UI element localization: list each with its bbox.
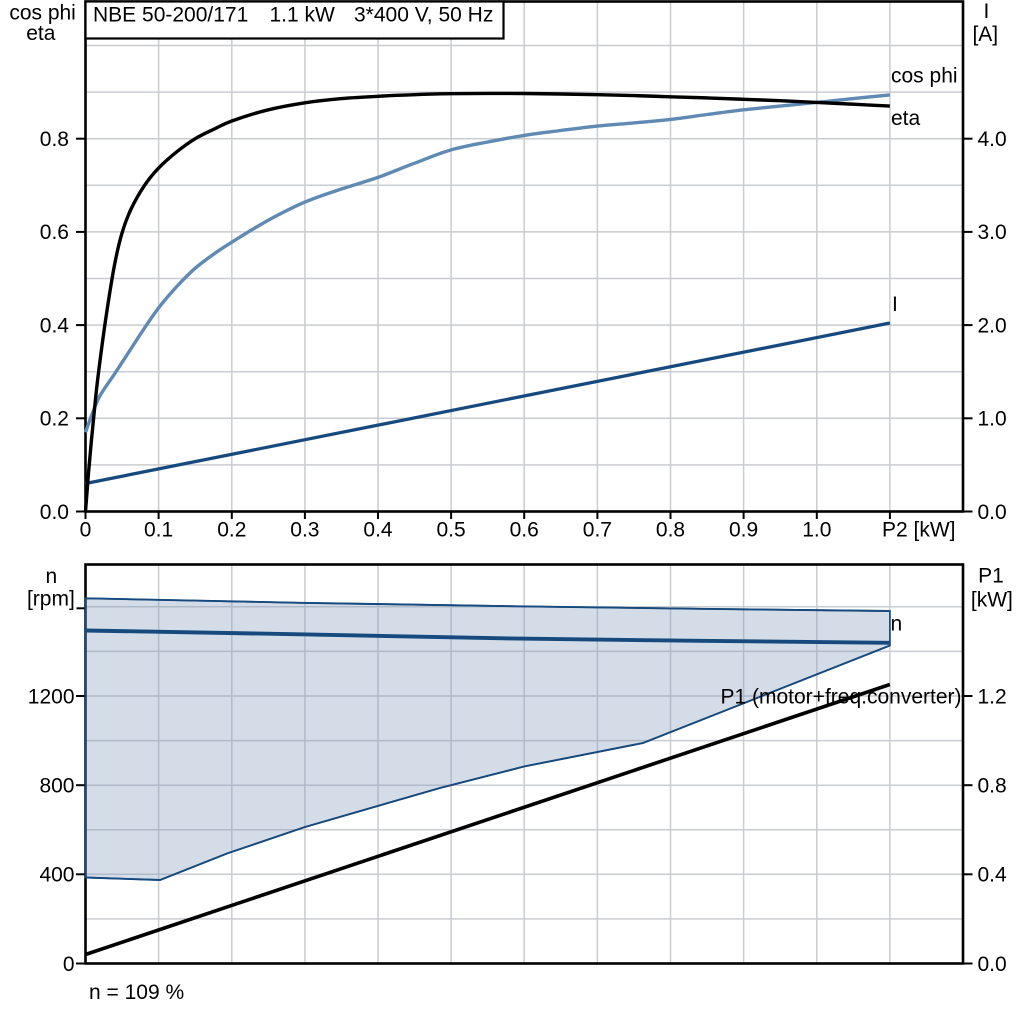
svg-text:1200: 1200 <box>28 685 75 708</box>
svg-text:cos phi: cos phi <box>9 2 76 25</box>
svg-text:cos phi: cos phi <box>891 64 958 87</box>
svg-text:P1: P1 <box>978 565 1004 588</box>
svg-text:n: n <box>45 565 57 588</box>
svg-text:0: 0 <box>80 519 92 542</box>
svg-text:[kW]: [kW] <box>971 589 1013 612</box>
svg-text:eta: eta <box>26 22 56 45</box>
svg-text:[A]: [A] <box>972 23 998 46</box>
svg-text:0.8: 0.8 <box>40 128 69 151</box>
svg-text:0.0: 0.0 <box>978 953 1007 976</box>
svg-text:1.2: 1.2 <box>978 685 1007 708</box>
svg-text:1.0: 1.0 <box>978 408 1007 431</box>
svg-text:n: n <box>891 613 903 636</box>
svg-text:0.7: 0.7 <box>583 519 612 542</box>
svg-text:2.0: 2.0 <box>978 314 1007 337</box>
svg-text:3*400 V, 50 Hz: 3*400 V, 50 Hz <box>354 4 493 27</box>
svg-text:P1 (motor+freq.converter): P1 (motor+freq.converter) <box>720 686 961 709</box>
svg-text:0.0: 0.0 <box>40 501 69 524</box>
svg-text:0.8: 0.8 <box>656 519 685 542</box>
svg-text:P2 [kW]: P2 [kW] <box>882 519 956 542</box>
svg-text:3.0: 3.0 <box>978 221 1007 244</box>
svg-text:0.4: 0.4 <box>363 519 393 542</box>
svg-text:0.1: 0.1 <box>144 519 173 542</box>
svg-text:NBE 50-200/171: NBE 50-200/171 <box>93 4 248 27</box>
svg-text:4.0: 4.0 <box>978 128 1007 151</box>
svg-text:0.5: 0.5 <box>436 519 465 542</box>
svg-text:0.3: 0.3 <box>290 519 319 542</box>
svg-text:0: 0 <box>63 953 75 976</box>
svg-text:I: I <box>892 293 898 316</box>
svg-text:0.4: 0.4 <box>40 314 70 337</box>
svg-text:0.9: 0.9 <box>729 519 758 542</box>
svg-text:0.6: 0.6 <box>40 221 69 244</box>
svg-text:1.1 kW: 1.1 kW <box>270 4 336 27</box>
svg-text:400: 400 <box>39 864 74 887</box>
svg-text:0.4: 0.4 <box>978 864 1008 887</box>
svg-text:I: I <box>983 0 989 23</box>
svg-text:0.8: 0.8 <box>978 775 1007 798</box>
svg-text:eta: eta <box>891 107 921 130</box>
svg-text:[rpm]: [rpm] <box>27 588 75 611</box>
svg-text:0.6: 0.6 <box>510 519 539 542</box>
svg-text:1.0: 1.0 <box>802 519 831 542</box>
svg-text:800: 800 <box>39 775 74 798</box>
svg-text:0.0: 0.0 <box>978 501 1007 524</box>
svg-text:n = 109 %: n = 109 % <box>89 981 184 1004</box>
svg-text:0.2: 0.2 <box>40 408 69 431</box>
svg-text:0.2: 0.2 <box>217 519 246 542</box>
